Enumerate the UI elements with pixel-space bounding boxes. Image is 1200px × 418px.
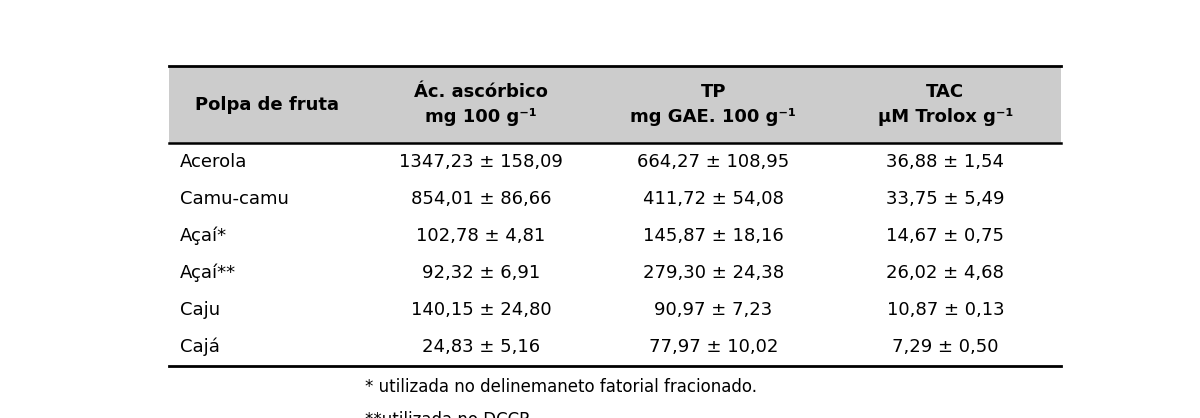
- Text: 145,87 ± 18,16: 145,87 ± 18,16: [643, 227, 784, 245]
- Text: 411,72 ± 54,08: 411,72 ± 54,08: [643, 190, 784, 208]
- Text: 33,75 ± 5,49: 33,75 ± 5,49: [886, 190, 1004, 208]
- Bar: [168, 66, 1061, 143]
- Text: * utilizada no delinemaneto fatorial fracionado.: * utilizada no delinemaneto fatorial fra…: [365, 378, 757, 396]
- Text: 140,15 ± 24,80: 140,15 ± 24,80: [410, 301, 551, 319]
- Text: 279,30 ± 24,38: 279,30 ± 24,38: [643, 264, 784, 282]
- Text: Ác. ascórbico
mg 100 g⁻¹: Ác. ascórbico mg 100 g⁻¹: [414, 83, 548, 126]
- Text: Açaí*: Açaí*: [180, 227, 227, 245]
- Text: 102,78 ± 4,81: 102,78 ± 4,81: [416, 227, 546, 245]
- Text: 36,88 ± 1,54: 36,88 ± 1,54: [887, 153, 1004, 171]
- Text: 14,67 ± 0,75: 14,67 ± 0,75: [887, 227, 1004, 245]
- Text: 77,97 ± 10,02: 77,97 ± 10,02: [648, 338, 778, 356]
- Text: 664,27 ± 108,95: 664,27 ± 108,95: [637, 153, 790, 171]
- Text: 26,02 ± 4,68: 26,02 ± 4,68: [887, 264, 1004, 282]
- Text: Açaí**: Açaí**: [180, 264, 236, 282]
- Text: 7,29 ± 0,50: 7,29 ± 0,50: [892, 338, 998, 356]
- Text: 92,32 ± 6,91: 92,32 ± 6,91: [422, 264, 540, 282]
- Text: 854,01 ± 86,66: 854,01 ± 86,66: [410, 190, 551, 208]
- Text: **utilizada no DCCR.: **utilizada no DCCR.: [365, 410, 535, 418]
- Text: 10,87 ± 0,13: 10,87 ± 0,13: [887, 301, 1004, 319]
- Text: TP
mg GAE. 100 g⁻¹: TP mg GAE. 100 g⁻¹: [630, 83, 796, 126]
- Text: 90,97 ± 7,23: 90,97 ± 7,23: [654, 301, 773, 319]
- Text: TAC
μM Trolox g⁻¹: TAC μM Trolox g⁻¹: [877, 83, 1013, 126]
- Text: Camu-camu: Camu-camu: [180, 190, 289, 208]
- Text: Polpa de fruta: Polpa de fruta: [194, 96, 338, 114]
- Text: Acerola: Acerola: [180, 153, 247, 171]
- Text: Cajá: Cajá: [180, 338, 220, 356]
- Text: Caju: Caju: [180, 301, 220, 319]
- Text: 1347,23 ± 158,09: 1347,23 ± 158,09: [400, 153, 563, 171]
- Text: 24,83 ± 5,16: 24,83 ± 5,16: [422, 338, 540, 356]
